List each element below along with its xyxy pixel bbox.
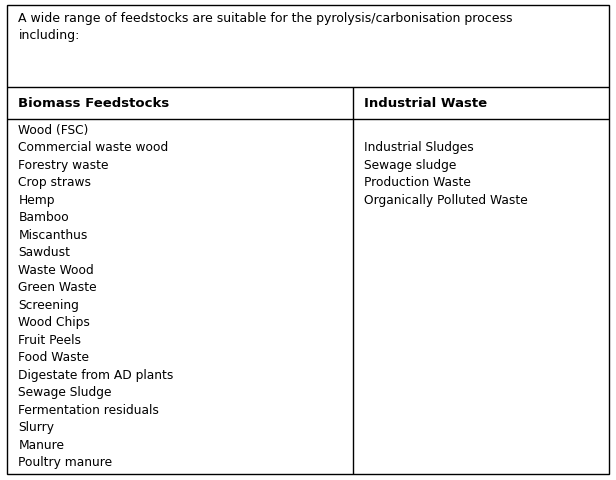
Text: Hemp: Hemp (18, 193, 55, 206)
Text: Sawdust: Sawdust (18, 246, 70, 259)
Text: Commercial waste wood: Commercial waste wood (18, 141, 169, 154)
Text: Green Waste: Green Waste (18, 281, 97, 294)
Text: Wood Chips: Wood Chips (18, 316, 91, 329)
Text: Screening: Screening (18, 298, 79, 311)
Text: Production Waste: Production Waste (364, 176, 471, 189)
Text: Crop straws: Crop straws (18, 176, 92, 189)
Text: Miscanthus: Miscanthus (18, 228, 88, 241)
Text: Industrial Waste: Industrial Waste (364, 97, 487, 110)
Text: Waste Wood: Waste Wood (18, 264, 94, 276)
Text: Slurry: Slurry (18, 420, 54, 433)
Text: Organically Polluted Waste: Organically Polluted Waste (364, 193, 528, 206)
Text: Bamboo: Bamboo (18, 211, 69, 224)
Text: Fermentation residuals: Fermentation residuals (18, 403, 160, 416)
Text: Digestate from AD plants: Digestate from AD plants (18, 368, 174, 381)
Text: Manure: Manure (18, 438, 65, 451)
Text: A wide range of feedstocks are suitable for the pyrolysis/carbonisation process
: A wide range of feedstocks are suitable … (18, 12, 513, 41)
Text: Sewage Sludge: Sewage Sludge (18, 385, 112, 398)
Text: Fruit Peels: Fruit Peels (18, 333, 81, 346)
Text: Biomass Feedstocks: Biomass Feedstocks (18, 97, 170, 110)
Text: Sewage sludge: Sewage sludge (364, 159, 456, 172)
Text: Wood (FSC): Wood (FSC) (18, 124, 89, 137)
Text: Forestry waste: Forestry waste (18, 159, 109, 172)
Text: Food Waste: Food Waste (18, 350, 89, 363)
Text: Poultry manure: Poultry manure (18, 455, 113, 468)
Text: Industrial Sludges: Industrial Sludges (364, 141, 474, 154)
